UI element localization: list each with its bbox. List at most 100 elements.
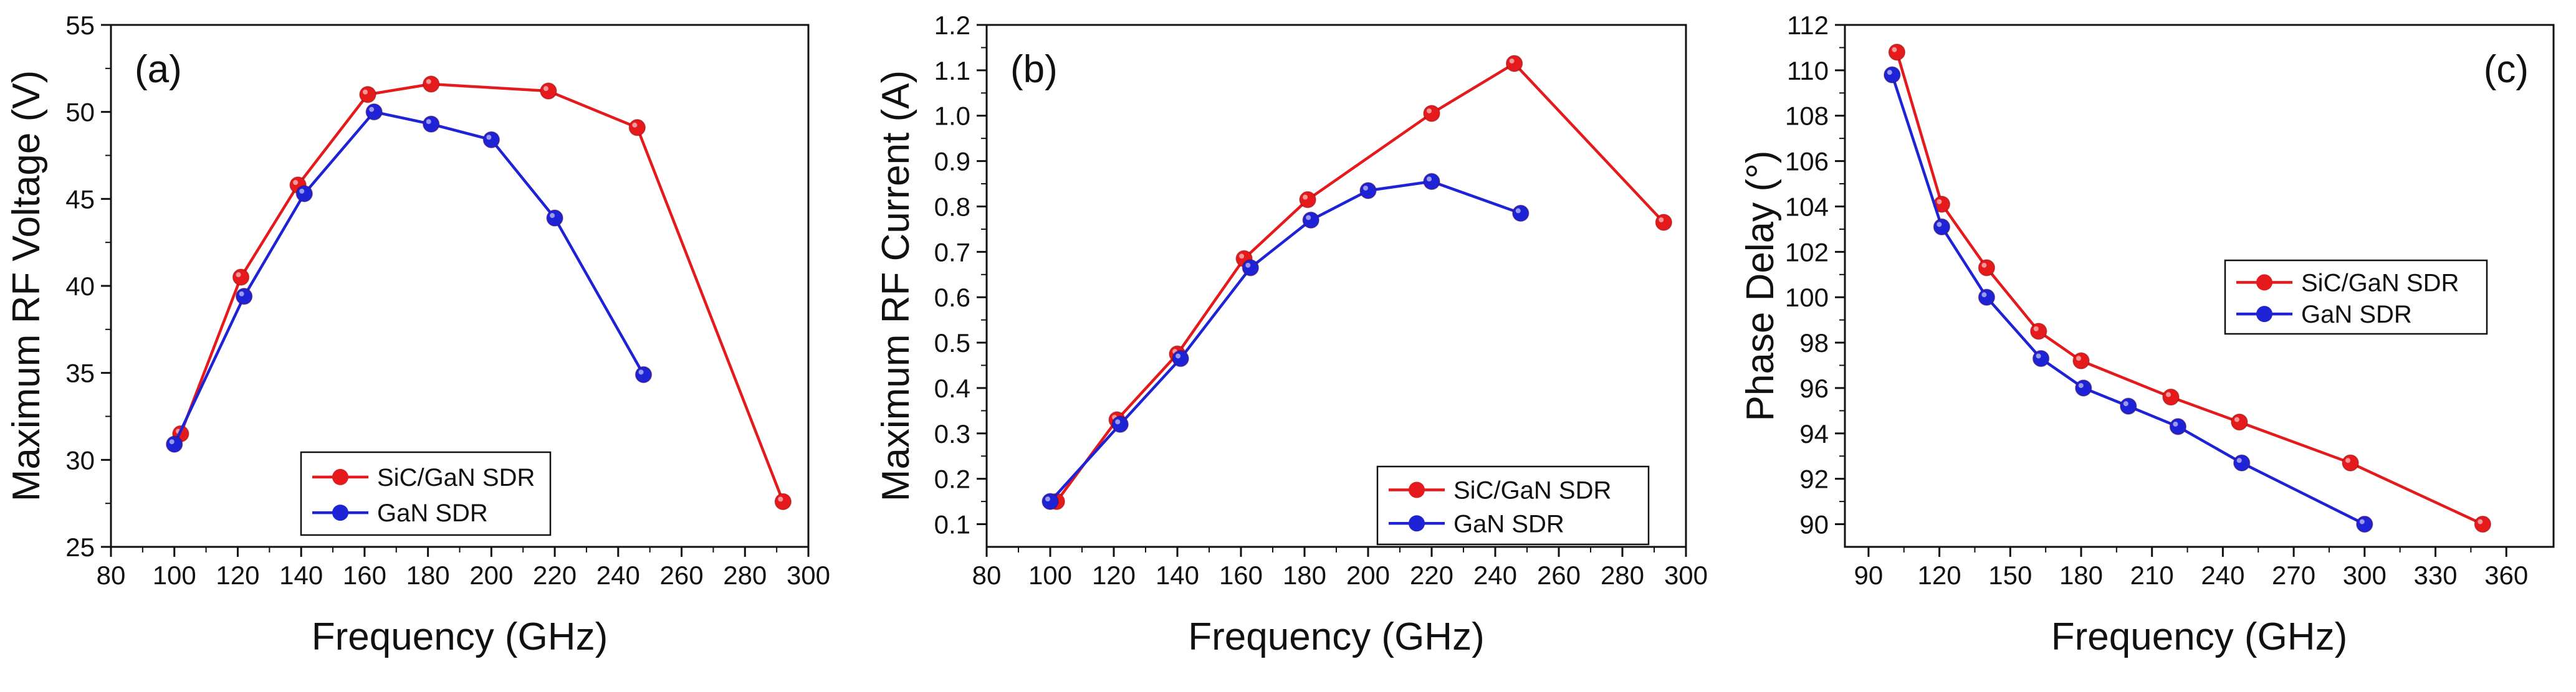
x-tick-label: 120 — [1092, 561, 1136, 590]
data-point-highlight — [169, 439, 175, 445]
x-axis-title: Frequency (GHz) — [2051, 615, 2347, 658]
data-point-highlight — [1509, 58, 1515, 64]
y-axis-title: Phase Delay (°) — [1739, 151, 1782, 422]
legend-label: GaN SDR — [2301, 301, 2412, 328]
data-point-highlight — [1115, 419, 1121, 425]
data-point — [1302, 211, 1319, 229]
x-tick-label: 220 — [1410, 561, 1453, 590]
data-point — [295, 185, 314, 202]
data-point-highlight — [1363, 185, 1368, 191]
y-tick-label: 0.8 — [934, 192, 970, 221]
x-tick-label: 330 — [2413, 561, 2457, 590]
legend-label: SiC/GaN SDR — [377, 464, 535, 491]
data-point-highlight — [1937, 222, 1942, 227]
y-tick-label: 98 — [1799, 328, 1829, 358]
series-sic-gan-sdr — [1048, 55, 1673, 510]
legend-marker — [1409, 515, 1425, 532]
data-point-highlight — [1937, 199, 1942, 204]
x-tick-label: 80 — [97, 561, 126, 590]
series-line — [179, 82, 785, 503]
x-tick-label: 180 — [1283, 561, 1326, 590]
data-point — [2169, 418, 2187, 435]
legend-marker — [2256, 274, 2272, 291]
y-tick-label: 0.9 — [934, 147, 970, 176]
data-point — [2233, 454, 2251, 472]
x-tick-label: 140 — [279, 561, 323, 590]
data-point-highlight — [2166, 392, 2171, 397]
y-tick-label: 55 — [65, 11, 95, 40]
y-tick-label: 30 — [65, 445, 95, 475]
legend-marker — [332, 505, 348, 521]
x-tick-label: 210 — [2130, 561, 2174, 590]
data-point — [2474, 515, 2492, 533]
data-point-highlight — [1887, 70, 1892, 75]
legend-label: GaN SDR — [1453, 510, 1564, 538]
data-point — [1655, 214, 1673, 231]
data-point — [2032, 349, 2050, 367]
data-point-highlight — [2236, 458, 2242, 463]
data-point — [1423, 173, 1440, 191]
series-gan-sdr — [1884, 66, 2373, 533]
x-tick-label: 280 — [1601, 561, 1644, 590]
data-point — [2030, 323, 2047, 340]
data-point — [546, 209, 563, 227]
data-point-highlight — [2076, 356, 2081, 361]
data-point-highlight — [1659, 217, 1664, 222]
x-tick-label: 260 — [660, 561, 704, 590]
panel-label: (a) — [135, 48, 182, 91]
data-point — [365, 103, 383, 121]
y-tick-label: 110 — [1787, 56, 1829, 85]
data-point-highlight — [1303, 194, 1308, 200]
data-point-highlight — [1981, 292, 1987, 298]
data-point — [2356, 515, 2373, 533]
y-tick-label: 0.1 — [934, 510, 970, 539]
data-point-highlight — [486, 135, 492, 140]
data-point-highlight — [2033, 326, 2039, 331]
data-point — [1888, 43, 1906, 61]
y-tick-label: 1.0 — [934, 102, 970, 131]
data-point — [540, 82, 557, 100]
y-tick-label: 106 — [1785, 147, 1829, 176]
data-point — [628, 119, 646, 136]
data-point — [1172, 349, 1189, 367]
y-tick-label: 108 — [1785, 102, 1829, 131]
x-tick-label: 240 — [596, 561, 640, 590]
series-line — [1055, 62, 1665, 503]
data-point — [634, 366, 653, 384]
data-point — [1242, 259, 1260, 277]
y-tick-label: 25 — [65, 533, 95, 562]
x-tick-label: 360 — [2484, 561, 2528, 590]
data-point-highlight — [293, 179, 299, 185]
legend: SiC/GaN SDR GaN SDR — [1376, 465, 1650, 546]
data-point-highlight — [550, 213, 555, 219]
data-point — [1359, 182, 1377, 199]
x-tick-label: 180 — [2059, 561, 2103, 590]
y-tick-label: 45 — [65, 184, 95, 214]
legend: SiC/GaN SDR GaN SDR — [2224, 259, 2488, 335]
data-point-highlight — [2078, 382, 2084, 388]
x-tick-label: 100 — [153, 561, 196, 590]
data-point — [774, 493, 792, 511]
y-tick-label: 35 — [65, 359, 95, 388]
data-point-highlight — [1515, 208, 1521, 214]
data-point-highlight — [1245, 262, 1251, 268]
data-point — [422, 115, 440, 133]
y-tick-label: 0.3 — [934, 419, 970, 448]
data-point — [2120, 397, 2137, 415]
y-tick-label: 104 — [1785, 192, 1829, 221]
data-point-highlight — [369, 107, 375, 112]
data-point-highlight — [1427, 108, 1432, 114]
y-tick-label: 96 — [1799, 374, 1829, 403]
data-point — [1978, 288, 1996, 306]
legend-box — [2224, 259, 2488, 335]
x-axis-title: Frequency (GHz) — [312, 615, 608, 658]
data-point — [1299, 191, 1316, 209]
data-point-highlight — [2345, 458, 2351, 463]
data-point-highlight — [1892, 47, 1897, 52]
data-point — [2072, 352, 2090, 369]
chart-panel-3: 90 120 150 180 210 240 270 300 330 360 90 92 94 96 98 1… — [1739, 11, 2555, 658]
y-tick-label: 94 — [1799, 419, 1829, 448]
x-tick-label: 240 — [1473, 561, 1517, 590]
y-axis-title: Maximum RF Voltage (V) — [5, 70, 48, 502]
